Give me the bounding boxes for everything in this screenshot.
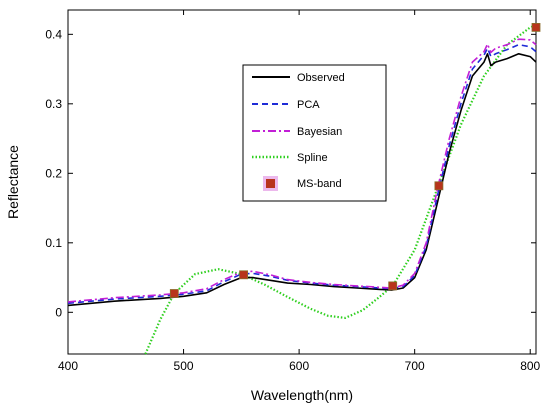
ms-band-marker-0 <box>169 289 179 298</box>
axis-ticks: 400 500 600 700 800 0 0.1 0.2 0.3 0.4 <box>45 10 541 373</box>
legend-label-bayesian: Bayesian <box>297 126 342 138</box>
series-line-bayesian <box>67 38 537 303</box>
x-tick-label-500: 500 <box>174 359 194 373</box>
series-lines <box>67 24 537 355</box>
y-tick-label-0: 0 <box>55 305 62 319</box>
legend: Observed PCA Bayesian Spline MS-band <box>242 64 387 202</box>
series-line-observed <box>67 52 537 307</box>
x-tick-label-400: 400 <box>58 359 78 373</box>
x-tick-label-800: 800 <box>520 359 540 373</box>
ms-band-marker-1 <box>239 270 249 280</box>
y-tick-label-4: 0.4 <box>45 27 62 41</box>
ms-band-marker-2 <box>388 281 398 291</box>
y-axis-title: Reflectance <box>5 145 21 219</box>
legend-label-pca: PCA <box>297 99 320 111</box>
legend-label-spline: Spline <box>297 152 328 164</box>
legend-label-ms-band: MS-band <box>297 178 342 190</box>
x-axis-title: Wavelength(nm) <box>251 387 353 403</box>
ms-band-marker-3 <box>434 181 444 191</box>
x-tick-label-600: 600 <box>289 359 309 373</box>
ms-band-markers <box>169 22 541 298</box>
y-tick-label-2: 0.2 <box>45 166 62 180</box>
y-tick-label-1: 0.1 <box>45 236 62 250</box>
legend-swatch-ms-band <box>266 179 275 188</box>
x-tick-label-700: 700 <box>405 359 425 373</box>
y-tick-label-3: 0.3 <box>45 97 62 111</box>
legend-label-observed: Observed <box>297 72 345 84</box>
ms-band-marker-4 <box>531 22 541 32</box>
series-line-spline <box>144 24 537 355</box>
